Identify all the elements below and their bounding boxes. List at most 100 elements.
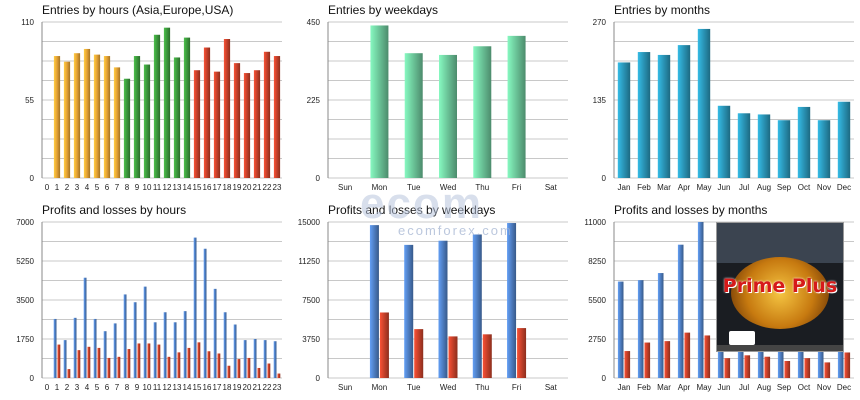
- y-tick-label: 5500: [588, 296, 606, 305]
- gridlines: [42, 21, 282, 179]
- x-tick-label: 15: [193, 183, 202, 192]
- x-tick-label: Aug: [757, 383, 771, 392]
- x-tick-label: Mon: [372, 183, 388, 192]
- x-tick-label: Sun: [338, 183, 352, 192]
- bar: [757, 114, 771, 178]
- profit-bar: [263, 340, 267, 378]
- chart-profits-losses-by-weekdays-svg: 0 3750 7500 11250 15000 Sun Mon Tue Wed Thu Fri Sat: [298, 218, 568, 392]
- bar: [370, 25, 389, 178]
- y-tick-label: 15000: [298, 218, 321, 227]
- loss-bar: [744, 355, 751, 378]
- y-tick-label: 8250: [588, 257, 606, 266]
- x-tick-label: 14: [183, 183, 192, 192]
- advertisement-banner[interactable]: Prime Plus: [716, 222, 844, 352]
- profit-bar: [143, 286, 147, 378]
- x-tick-label: Sat: [545, 383, 558, 392]
- loss-bar: [227, 365, 231, 378]
- bar: [63, 61, 71, 178]
- x-tick-label: Jul: [739, 383, 749, 392]
- ad-footer-bar: [717, 345, 843, 351]
- profit-bar: [93, 318, 97, 378]
- bar: [637, 52, 651, 178]
- chart-entries-by-hours: Entries by hours (Asia,Europe,USA) 0 55 11…: [0, 0, 286, 200]
- x-tick-label: Jan: [618, 183, 631, 192]
- profit-bar: [153, 322, 157, 378]
- x-tick-label: 18: [223, 383, 232, 392]
- x-tick-label: 7: [115, 383, 120, 392]
- x-tick-label: 0: [45, 183, 50, 192]
- loss-bar: [414, 329, 424, 378]
- bar: [153, 34, 161, 178]
- loss-bar: [197, 342, 201, 378]
- loss-bar: [177, 352, 181, 378]
- profit-bar: [123, 294, 127, 378]
- x-tick-label: 5: [95, 183, 100, 192]
- x-tick-label: Apr: [678, 183, 691, 192]
- x-tick-label: 19: [233, 383, 242, 392]
- bar: [677, 45, 691, 178]
- profit-bar: [438, 240, 448, 378]
- bar: [53, 56, 61, 178]
- x-tick-label: Jan: [618, 383, 631, 392]
- loss-bar: [237, 359, 241, 378]
- y-tick-label: 270: [593, 18, 607, 27]
- loss-bar: [87, 346, 91, 378]
- loss-bar: [157, 344, 161, 378]
- loss-bar: [844, 352, 851, 378]
- profit-bar: [404, 244, 414, 378]
- loss-bar: [804, 358, 811, 378]
- watermark: ecom ecomforex.com: [350, 179, 550, 245]
- x-tick-label: 19: [233, 183, 242, 192]
- profit-bar: [253, 339, 257, 378]
- bars: [617, 28, 851, 178]
- bar: [213, 71, 221, 178]
- x-tick-label: Tue: [407, 183, 421, 192]
- profit-bar: [369, 225, 379, 378]
- loss-bar: [664, 341, 671, 378]
- y-tick-label: 0: [316, 174, 321, 183]
- bar: [657, 54, 671, 178]
- loss-bar: [67, 369, 71, 378]
- loss-bar: [187, 347, 191, 378]
- x-tick-label: 4: [85, 183, 90, 192]
- x-tick-label: 20: [243, 383, 252, 392]
- loss-bar: [167, 356, 171, 378]
- profit-bar: [697, 222, 704, 378]
- y-tick-label: 0: [316, 374, 321, 383]
- x-tick-label: 21: [253, 183, 262, 192]
- x-tick-label: 12: [163, 383, 172, 392]
- x-tick-label: 16: [203, 383, 212, 392]
- x-tick-label: 8: [125, 383, 130, 392]
- loss-bar: [127, 349, 131, 378]
- bar: [817, 120, 831, 178]
- y-tick-label: 0: [602, 174, 607, 183]
- profit-bar: [677, 244, 684, 378]
- profit-bar: [617, 281, 624, 378]
- x-tick-label: 17: [213, 383, 222, 392]
- x-tick-label: Jun: [718, 183, 731, 192]
- chart-title: Profits and losses by weekdays: [328, 203, 496, 217]
- loss-bar: [117, 356, 121, 378]
- bar: [183, 37, 191, 178]
- profit-bar: [273, 341, 277, 378]
- profit-bar: [53, 318, 57, 378]
- y-tick-label: 0: [30, 374, 35, 383]
- loss-bar: [704, 335, 711, 378]
- bar: [173, 57, 181, 178]
- x-tick-label: 8: [125, 183, 130, 192]
- x-tick-label: Oct: [798, 383, 811, 392]
- gridlines: [614, 21, 854, 179]
- loss-bar: [207, 351, 211, 378]
- y-tick-label: 3500: [16, 296, 34, 305]
- loss-bar: [97, 347, 101, 378]
- loss-bar: [624, 351, 631, 378]
- loss-bar: [764, 356, 771, 378]
- chart-entries-by-months-svg: 0 135 270 Jan Feb Mar Apr May Jun Jul Aug Sep Oct Nov…: [593, 18, 854, 192]
- loss-bar: [137, 343, 141, 378]
- x-tick-label: Sat: [545, 183, 558, 192]
- x-tick-label: 18: [223, 183, 232, 192]
- x-tick-label: 22: [263, 383, 272, 392]
- y-tick-label: 3750: [302, 335, 320, 344]
- bar: [73, 53, 81, 179]
